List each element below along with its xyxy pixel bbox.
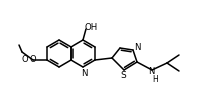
Text: O: O [29, 54, 36, 64]
Text: N: N [80, 69, 87, 77]
Text: H: H [151, 74, 157, 84]
Text: OH: OH [84, 24, 97, 32]
Text: O: O [22, 56, 28, 64]
Text: S: S [119, 71, 125, 79]
Text: N: N [147, 66, 153, 76]
Text: N: N [133, 43, 140, 53]
